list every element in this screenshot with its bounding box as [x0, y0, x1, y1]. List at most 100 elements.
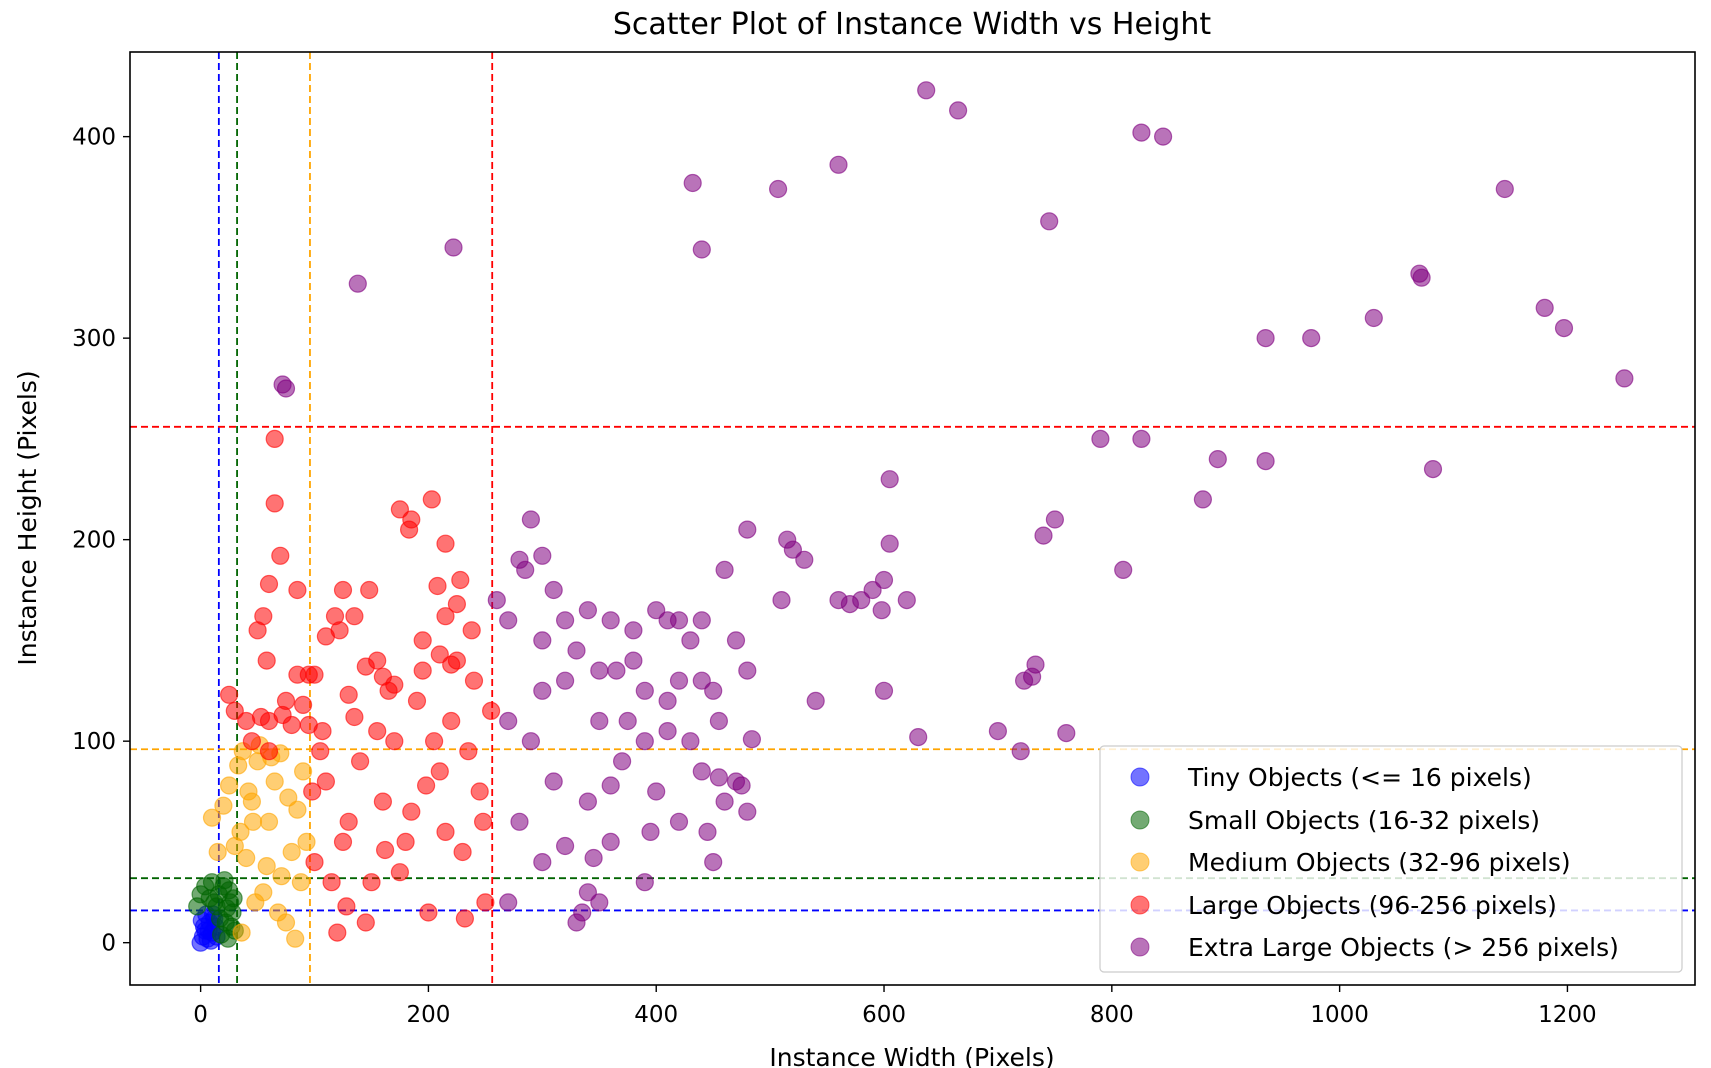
data-point-large — [402, 802, 421, 821]
data-point-extra-large — [533, 681, 552, 700]
data-point-medium — [214, 796, 233, 815]
data-point-extra-large — [1091, 429, 1110, 448]
data-point-large — [251, 707, 271, 727]
data-point-extra-large — [487, 590, 506, 610]
legend-marker-extra-large — [1130, 937, 1150, 957]
data-point-extra-large — [533, 546, 552, 565]
data-point-medium — [294, 762, 313, 781]
data-point-extra-large — [635, 873, 654, 892]
data-point-medium — [265, 772, 284, 791]
data-point-extra-large — [647, 782, 666, 801]
data-point-large — [470, 782, 489, 801]
data-point-extra-large — [917, 81, 936, 100]
data-point-extra-large — [1193, 490, 1213, 509]
data-point-extra-large — [544, 772, 563, 791]
data-point-large — [311, 742, 330, 761]
legend-label-extra-large: Extra Large Objects (> 256 pixels) — [1188, 933, 1619, 962]
data-point-large — [476, 893, 495, 912]
data-point-large — [305, 852, 324, 872]
plot-frame — [129, 51, 1696, 986]
data-point-extra-large — [669, 812, 689, 831]
data-point-extra-large — [681, 631, 700, 650]
data-point-extra-large — [783, 540, 803, 559]
data-point-large — [273, 705, 292, 725]
data-point-extra-large — [772, 590, 791, 610]
data-point-large — [376, 840, 395, 860]
data-point-large — [385, 675, 404, 694]
data-point-extra-large — [584, 848, 603, 868]
data-point-extra-large — [1153, 127, 1173, 146]
data-point-extra-large — [726, 631, 746, 650]
data-point-large — [294, 695, 313, 715]
data-point-large — [373, 792, 392, 811]
data-point-medium — [220, 776, 239, 795]
data-point-large — [242, 732, 261, 751]
data-point-medium — [232, 923, 251, 942]
data-point-extra-large — [635, 732, 654, 751]
data-point-extra-large — [1256, 452, 1275, 471]
data-point-large — [400, 520, 419, 539]
data-point-large — [259, 742, 279, 761]
data-point-extra-large — [555, 671, 575, 690]
data-point-extra-large — [601, 776, 620, 795]
data-point-large — [390, 863, 409, 882]
data-point-extra-large — [1423, 460, 1443, 479]
data-point-large — [442, 711, 461, 731]
data-point-large — [419, 903, 438, 922]
legend-box — [1099, 745, 1683, 973]
legend-label-large: Large Objects (96-256 pixels) — [1188, 891, 1557, 920]
data-point-medium — [225, 836, 244, 856]
data-point-large — [225, 701, 244, 721]
data-point-extra-large — [692, 762, 711, 781]
data-point-large — [385, 732, 404, 751]
y-tick-label: 200 — [72, 528, 116, 554]
data-point-medium — [291, 873, 310, 892]
legend-label-small: Small Objects (16-32 pixels) — [1188, 806, 1540, 835]
data-point-large — [396, 832, 415, 852]
data-points — [188, 81, 1634, 952]
data-point-medium — [208, 842, 227, 862]
data-point-extra-large — [1026, 655, 1045, 674]
data-point-extra-large — [709, 768, 729, 787]
data-point-extra-large — [1615, 369, 1634, 388]
data-point-extra-large — [742, 730, 762, 749]
data-point-extra-large — [590, 661, 609, 680]
data-point-medium — [259, 812, 279, 831]
data-point-extra-large — [521, 732, 541, 751]
data-point-large — [257, 651, 276, 670]
data-point-medium — [257, 856, 276, 876]
data-point-extra-large — [607, 661, 626, 680]
data-point-extra-large — [872, 601, 891, 620]
data-point-large — [436, 534, 455, 553]
data-point-extra-large — [768, 179, 788, 199]
data-point-medium — [239, 782, 258, 801]
data-point-extra-large — [1554, 319, 1574, 338]
data-point-large — [442, 655, 461, 674]
data-point-extra-large — [1057, 723, 1076, 743]
y-tick-label: 100 — [72, 729, 116, 755]
data-point-extra-large — [863, 580, 882, 600]
data-point-large — [413, 661, 432, 680]
data-point-extra-large — [795, 550, 814, 569]
data-point-large — [339, 812, 358, 831]
data-point-large — [299, 715, 318, 735]
data-point-small — [202, 873, 222, 892]
data-point-extra-large — [692, 611, 711, 630]
data-point-extra-large — [698, 822, 717, 842]
data-point-extra-large — [348, 274, 367, 293]
data-point-extra-large — [641, 822, 660, 842]
data-point-extra-large — [578, 883, 598, 902]
data-point-medium — [279, 788, 298, 807]
data-point-extra-large — [874, 681, 894, 700]
data-point-large — [360, 580, 379, 600]
data-point-extra-large — [715, 792, 734, 811]
y-axis-label: Instance Height (Pixels) — [13, 370, 42, 665]
data-point-extra-large — [510, 812, 529, 831]
data-point-large — [422, 490, 441, 509]
data-point-medium — [237, 848, 256, 868]
data-point-extra-large — [988, 721, 1008, 741]
data-point-extra-large — [601, 611, 620, 630]
data-point-large — [464, 671, 484, 690]
data-point-extra-large — [1412, 268, 1431, 287]
data-point-extra-large — [1256, 329, 1275, 348]
